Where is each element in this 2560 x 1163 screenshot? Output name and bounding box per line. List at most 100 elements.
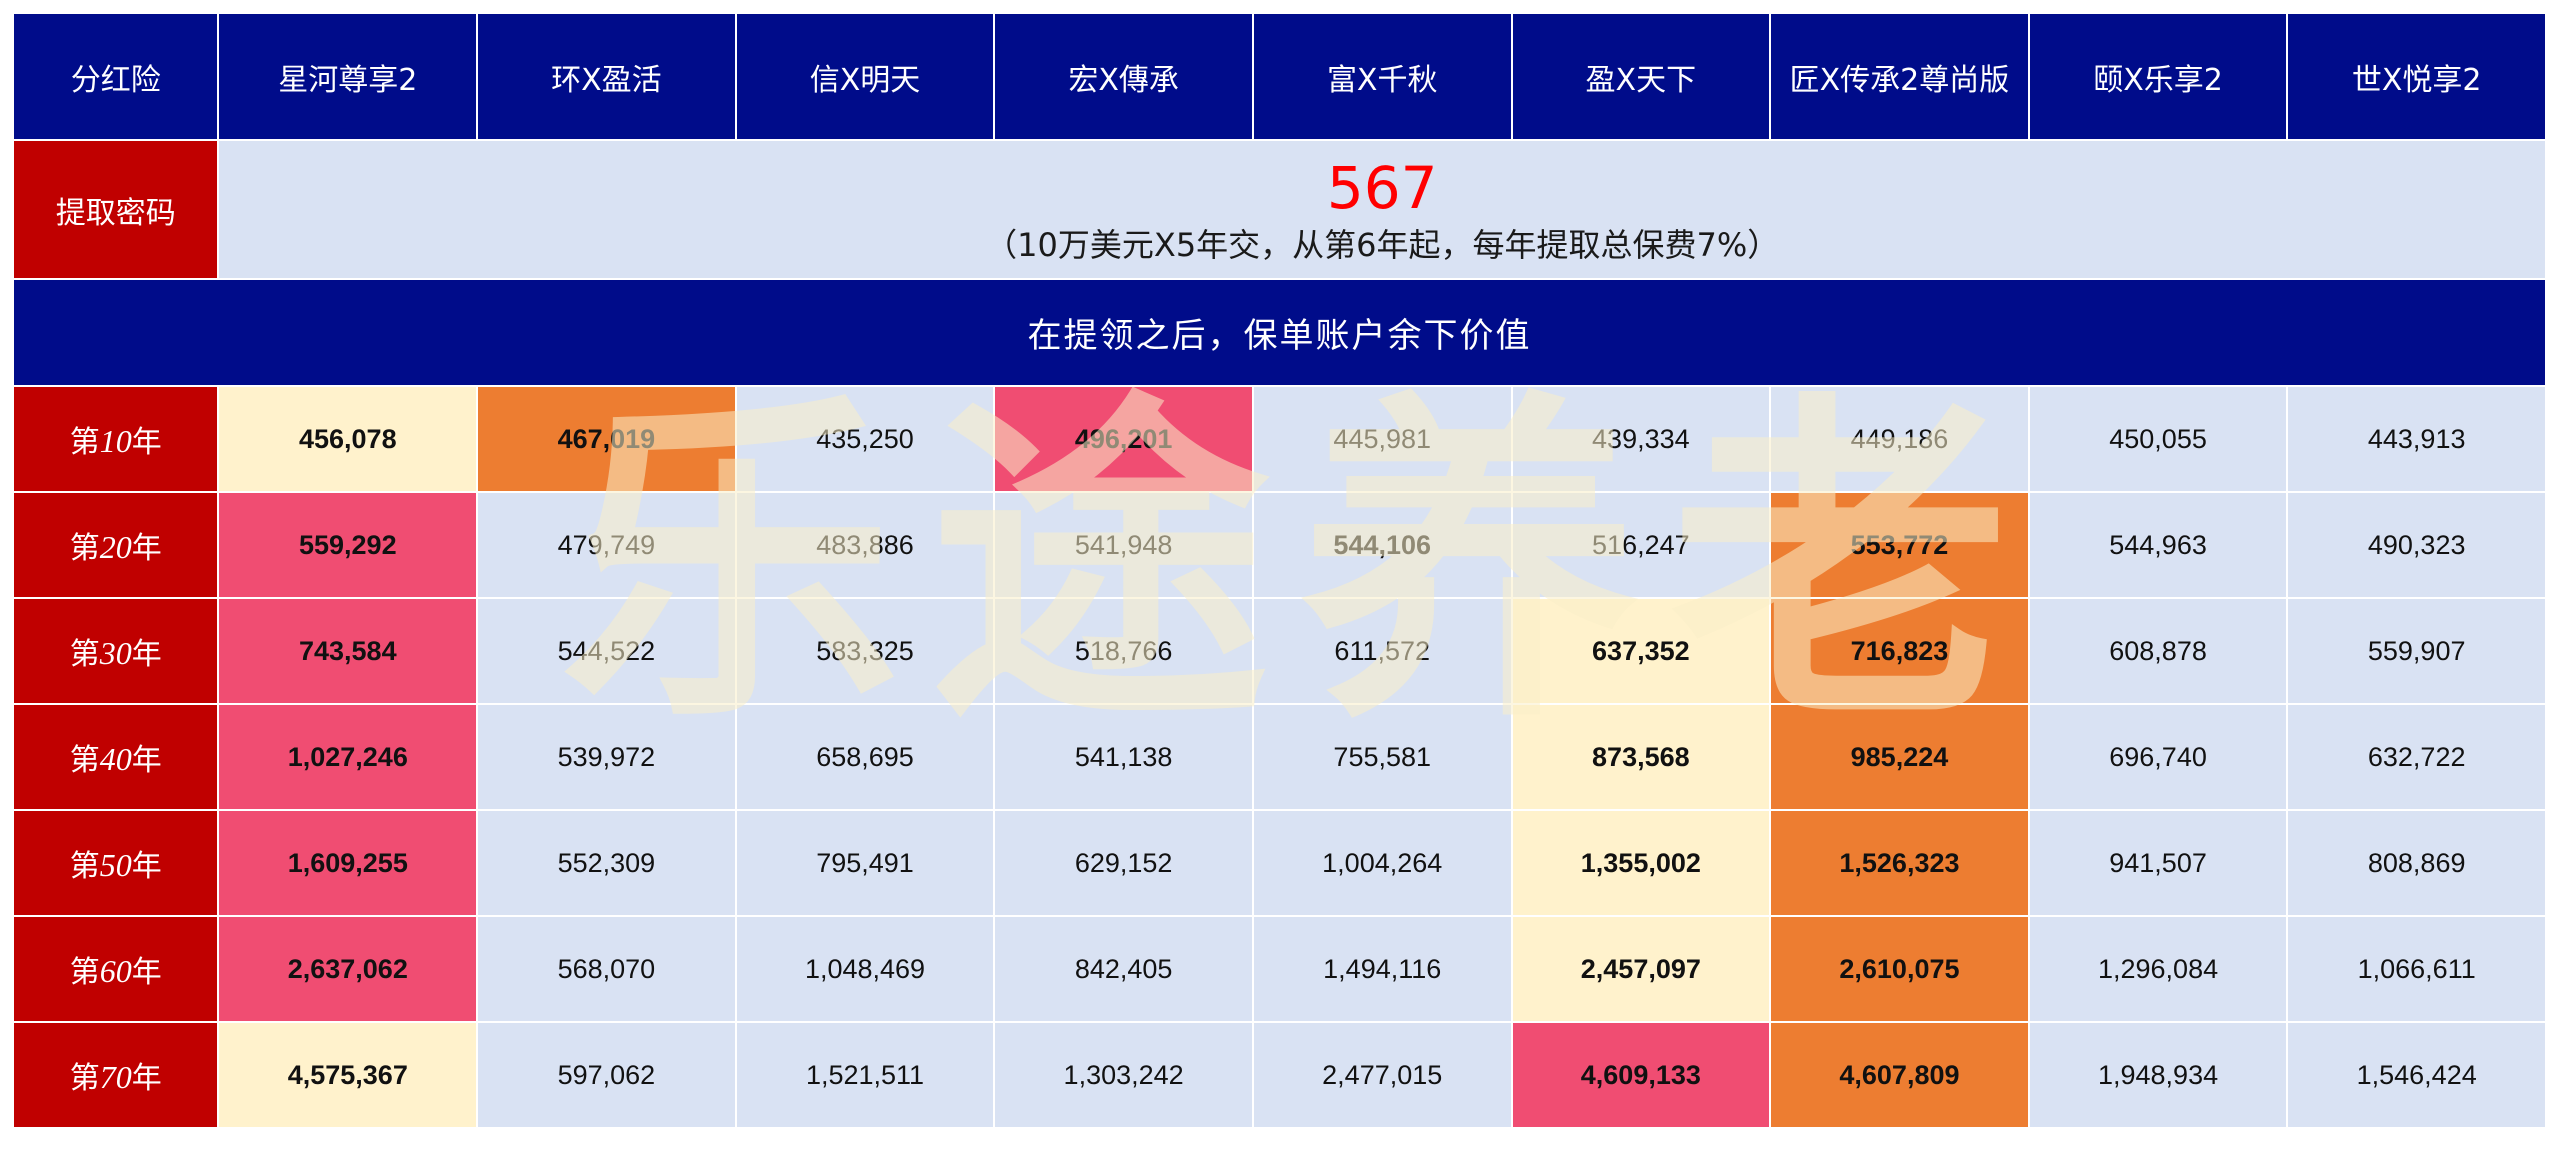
year-prefix: 第 <box>69 425 100 460</box>
value-cell: 541,138 <box>993 703 1254 811</box>
year-suffix: 年 <box>131 1061 162 1096</box>
value-cell: 941,507 <box>2027 809 2289 917</box>
product-header: 星河尊享2 <box>217 12 479 141</box>
product-header: 环X盈活 <box>476 12 737 141</box>
value-cell: 544,963 <box>2027 491 2289 599</box>
table-row: 第50年 1,609,255 552,309 795,491 629,152 1,004,… <box>11 809 2547 917</box>
year-prefix: 第 <box>69 743 100 778</box>
value-cell: 435,250 <box>734 385 996 493</box>
extraction-row: 提取密码 567 （10万美元X5年交，从第6年起，每年提取总保费7%） <box>11 139 2547 280</box>
value-cell: 2,610,075 <box>1769 915 2030 1023</box>
value-cell: 842,405 <box>993 915 1254 1023</box>
extraction-note: （10万美元X5年交，从第6年起，每年提取总保费7%） <box>985 225 1780 264</box>
value-cell: 539,972 <box>476 703 737 811</box>
product-header: 世X悦享2 <box>2286 12 2547 141</box>
value-cell: 1,296,084 <box>2027 915 2289 1023</box>
year-suffix: 年 <box>131 425 162 460</box>
value-cell: 1,048,469 <box>734 915 996 1023</box>
value-cell: 552,309 <box>476 809 737 917</box>
value-cell: 716,823 <box>1769 597 2030 705</box>
extraction-code: 567 <box>1326 153 1438 222</box>
value-cell: 1,355,002 <box>1510 809 1772 917</box>
value-cell: 743,584 <box>217 597 479 705</box>
table-row: 第20年 559,292 479,749 483,886 541,948 544,106 5… <box>11 491 2547 599</box>
year-prefix: 第 <box>69 1061 100 1096</box>
year-prefix: 第 <box>69 955 100 990</box>
year-number: 50 <box>99 847 132 883</box>
year-number: 70 <box>99 1059 132 1095</box>
section-title: 在提领之后，保单账户余下价值 <box>12 278 2547 387</box>
value-cell: 755,581 <box>1251 703 1513 811</box>
year-label: 第20年 <box>11 491 220 599</box>
value-cell: 1,609,255 <box>217 809 479 917</box>
value-cell: 1,027,246 <box>217 703 479 811</box>
value-cell: 1,303,242 <box>993 1021 1254 1129</box>
dividend-insurance-table: 分红险 星河尊享2 环X盈活 信X明天 宏X傳承 富X千秋 盈X天下 匠X传承2… <box>11 12 2547 1129</box>
value-cell: 1,948,934 <box>2027 1021 2289 1129</box>
year-prefix: 第 <box>69 637 100 672</box>
value-cell: 445,981 <box>1251 385 1513 493</box>
value-cell: 1,521,511 <box>734 1021 996 1129</box>
value-cell: 544,522 <box>476 597 737 705</box>
value-cell: 450,055 <box>2027 385 2289 493</box>
year-number: 20 <box>99 529 132 565</box>
value-cell: 553,772 <box>1769 491 2030 599</box>
value-cell: 637,352 <box>1510 597 1772 705</box>
product-header: 颐X乐享2 <box>2027 12 2289 141</box>
value-cell: 795,491 <box>734 809 996 917</box>
value-cell: 608,878 <box>2027 597 2289 705</box>
value-cell: 1,066,611 <box>2286 915 2547 1023</box>
year-suffix: 年 <box>131 637 162 672</box>
value-cell: 541,948 <box>993 491 1254 599</box>
year-number: 40 <box>99 741 132 777</box>
product-header: 宏X傳承 <box>993 12 1254 141</box>
value-cell: 490,323 <box>2286 491 2547 599</box>
value-cell: 4,575,367 <box>217 1021 479 1129</box>
table-row: 第40年 1,027,246 539,972 658,695 541,138 755,58… <box>11 703 2547 811</box>
value-cell: 483,886 <box>734 491 996 599</box>
value-cell: 516,247 <box>1510 491 1772 599</box>
year-prefix: 第 <box>69 849 100 884</box>
corner-label: 分红险 <box>11 12 220 141</box>
value-cell: 559,907 <box>2286 597 2547 705</box>
value-cell: 456,078 <box>217 385 479 493</box>
value-cell: 2,637,062 <box>217 915 479 1023</box>
section-row: 在提领之后，保单账户余下价值 <box>12 278 2547 387</box>
value-cell: 443,913 <box>2286 385 2547 493</box>
extraction-info: 567 （10万美元X5年交，从第6年起，每年提取总保费7%） <box>217 139 2547 280</box>
value-cell: 467,019 <box>476 385 737 493</box>
value-cell: 559,292 <box>217 491 479 599</box>
value-cell: 4,609,133 <box>1510 1021 1772 1129</box>
year-label: 第10年 <box>11 385 220 493</box>
product-header: 富X千秋 <box>1251 12 1513 141</box>
value-cell: 629,152 <box>993 809 1254 917</box>
value-cell: 808,869 <box>2286 809 2547 917</box>
year-prefix: 第 <box>69 531 100 566</box>
year-number: 10 <box>99 423 132 459</box>
value-cell: 632,722 <box>2286 703 2547 811</box>
value-cell: 696,740 <box>2027 703 2289 811</box>
year-suffix: 年 <box>131 955 162 990</box>
year-number: 30 <box>99 635 132 671</box>
value-cell: 1,494,116 <box>1251 915 1513 1023</box>
value-cell: 568,070 <box>476 915 737 1023</box>
value-cell: 449,186 <box>1769 385 2030 493</box>
value-cell: 658,695 <box>734 703 996 811</box>
value-cell: 2,457,097 <box>1510 915 1772 1023</box>
product-header: 盈X天下 <box>1510 12 1772 141</box>
value-cell: 985,224 <box>1769 703 2030 811</box>
extraction-label: 提取密码 <box>11 139 220 280</box>
year-label: 第60年 <box>11 915 220 1023</box>
table-row: 第30年 743,584 544,522 583,325 518,766 611,572 6… <box>11 597 2547 705</box>
product-header: 匠X传承2尊尚版 <box>1769 12 2030 141</box>
value-cell: 479,749 <box>476 491 737 599</box>
year-label: 第40年 <box>11 703 220 811</box>
table-row: 第10年 456,078 467,019 435,250 496,201 445,981 4… <box>11 385 2547 493</box>
year-suffix: 年 <box>131 531 162 566</box>
value-cell: 496,201 <box>993 385 1254 493</box>
value-cell: 439,334 <box>1510 385 1772 493</box>
year-label: 第30年 <box>11 597 220 705</box>
year-suffix: 年 <box>131 849 162 884</box>
year-suffix: 年 <box>131 743 162 778</box>
